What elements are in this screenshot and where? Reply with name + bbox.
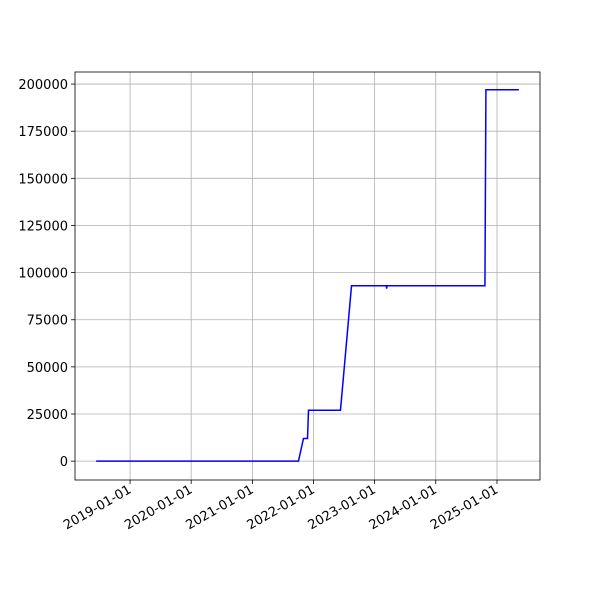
axes-frame — [74, 71, 541, 481]
plot-area — [96, 88, 519, 462]
y-tick-label: 0 — [60, 455, 68, 470]
y-tick-label: 150000 — [18, 172, 68, 187]
y-tick-label: 50000 — [27, 361, 68, 376]
y-tick-label: 100000 — [18, 267, 68, 282]
y-tick-label: 175000 — [18, 125, 68, 140]
y-tick-label: 75000 — [27, 314, 68, 329]
data-line — [96, 88, 519, 462]
y-tick-label: 25000 — [27, 408, 68, 423]
y-tick-label: 200000 — [18, 78, 68, 93]
grid — [75, 72, 540, 480]
y-tick-label: 125000 — [18, 219, 68, 234]
